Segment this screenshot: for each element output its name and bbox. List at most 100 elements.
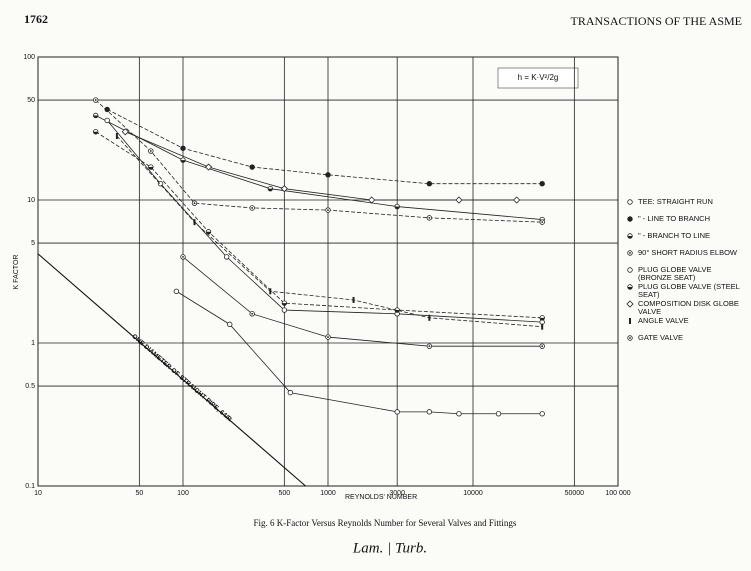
- marker: [627, 199, 633, 205]
- marker: [352, 296, 355, 303]
- marker-shape: [227, 321, 233, 328]
- marker-shape: [157, 181, 164, 187]
- handwritten-note: Lam. | Turb.: [352, 540, 427, 556]
- journal-title: TRANSACTIONS OF THE ASME: [571, 14, 742, 28]
- marker: [93, 97, 99, 103]
- marker-shape: [627, 216, 633, 222]
- series-line: [95, 115, 543, 220]
- marker: [267, 185, 273, 192]
- marker: [627, 284, 633, 290]
- marker: [180, 254, 186, 260]
- x-tick-label: 3000: [389, 490, 405, 497]
- marker: [513, 196, 521, 204]
- series-line: [116, 135, 543, 328]
- legend-entry: " - BRANCH TO LINE: [638, 231, 710, 240]
- marker: [394, 203, 400, 210]
- marker: [173, 288, 180, 294]
- marker: [627, 216, 633, 222]
- marker: [394, 409, 400, 415]
- x-tick-label: 100 000: [605, 490, 630, 497]
- marker: [627, 267, 633, 273]
- marker-shape: [267, 188, 273, 191]
- marker: [249, 164, 255, 170]
- marker: [368, 196, 376, 204]
- marker: [325, 207, 331, 213]
- legend-entry: COMPOSITION DISK GLOBE VALVE: [638, 299, 739, 316]
- marker-shape: [428, 345, 431, 348]
- marker: [539, 411, 545, 417]
- y-tick-label: 100: [23, 54, 35, 61]
- marker-shape: [180, 160, 186, 163]
- marker-shape: [94, 99, 97, 101]
- series-line: [106, 120, 543, 323]
- marker: [191, 200, 198, 206]
- marker: [269, 288, 272, 295]
- marker: [204, 163, 213, 171]
- marker-shape: [426, 409, 433, 415]
- marker-shape: [495, 411, 502, 417]
- marker-shape: [148, 167, 154, 170]
- marker-shape: [327, 336, 329, 338]
- formula-box: [497, 67, 579, 89]
- reference-line-label: ONE DIAMETER OF STRAIGHT PIPE, 64/R: [130, 333, 233, 423]
- marker: [281, 307, 288, 313]
- marker: [115, 133, 118, 140]
- marker-shape: [394, 409, 400, 415]
- marker-shape: [428, 216, 431, 219]
- y-tick-label: 50: [27, 97, 35, 104]
- legend-entry: PLUG GLOBE VALVE (BRONZE SEAT): [638, 265, 712, 282]
- marker-shape: [629, 337, 631, 339]
- legend-entry: TEE: STRAIGHT RUN: [638, 197, 713, 206]
- marker: [539, 315, 545, 321]
- marker: [426, 181, 433, 187]
- marker-shape: [325, 172, 331, 178]
- marker: [249, 205, 255, 211]
- marker-shape: [281, 307, 288, 313]
- marker: [157, 181, 164, 187]
- marker: [287, 389, 294, 396]
- marker-shape: [251, 312, 254, 315]
- marker-shape: [627, 267, 633, 273]
- series-line: [95, 99, 543, 223]
- y-axis-label: K FACTOR: [13, 255, 20, 290]
- marker-shape: [193, 202, 196, 205]
- marker-shape: [629, 252, 631, 254]
- y-tick-label: 1: [31, 340, 35, 347]
- marker: [428, 314, 431, 321]
- marker-shape: [539, 411, 545, 417]
- marker: [426, 409, 433, 415]
- marker-shape: [627, 236, 633, 239]
- marker: [626, 300, 634, 308]
- marker-shape: [282, 303, 287, 306]
- marker-shape: [539, 317, 545, 321]
- series-line: [176, 290, 543, 415]
- marker: [627, 250, 633, 256]
- marker-shape: [104, 117, 110, 124]
- marker-shape: [541, 221, 544, 224]
- page-number: 1762: [24, 12, 48, 26]
- x-axis-label: REYNOLDS' NUMBER: [345, 494, 417, 501]
- marker: [495, 411, 502, 417]
- marker-shape: [249, 164, 255, 170]
- marker: [180, 145, 186, 151]
- marker: [280, 185, 288, 193]
- marker: [227, 321, 233, 328]
- y-tick-label: 5: [31, 240, 35, 247]
- marker: [281, 300, 288, 306]
- marker-shape: [93, 115, 99, 118]
- marker: [205, 229, 212, 235]
- marker: [121, 128, 129, 136]
- legend-entry: 90° SHORT RADIUS ELBOW: [638, 248, 737, 257]
- marker-shape: [173, 288, 180, 294]
- marker: [627, 335, 633, 341]
- marker: [104, 106, 110, 113]
- marker: [104, 117, 110, 124]
- marker: [627, 233, 633, 239]
- x-tick-label: 50000: [565, 490, 585, 497]
- legend-entry: " - LINE TO BRANCH: [638, 214, 710, 223]
- x-tick-label: 500: [279, 490, 291, 497]
- legend-entry: PLUG GLOBE VALVE (STEEL SEAT): [638, 282, 740, 299]
- marker-shape: [394, 206, 400, 209]
